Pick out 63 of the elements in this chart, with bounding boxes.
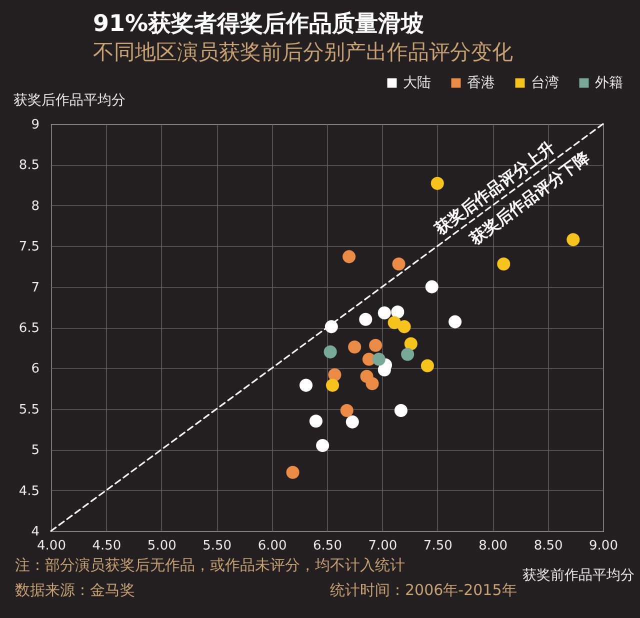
chart-subtitle: 不同地区演员获奖前后分别产出作品评分变化 — [93, 40, 513, 64]
y-tick-label: 8 — [31, 198, 40, 214]
x-tick-label: 6.50 — [313, 538, 342, 554]
point — [448, 315, 462, 328]
legend-label: 外籍 — [595, 75, 623, 91]
text: 统计时间：2006年-2015年 — [330, 581, 517, 599]
text: 注：部分演员获奖后无作品，或作品未评分，均不计入统计 — [15, 556, 405, 574]
point — [366, 377, 379, 390]
y-tick-label: 4 — [31, 524, 40, 540]
y-tick-label: 7.5 — [18, 240, 40, 255]
point — [324, 345, 337, 358]
x-tick-label: 5.00 — [147, 538, 176, 554]
point — [392, 258, 406, 271]
point — [398, 320, 411, 334]
x-tick-label: 7.50 — [423, 538, 452, 554]
x-tick-label: 8.00 — [478, 538, 508, 554]
y-tick-label: 5.5 — [18, 402, 40, 418]
x-tick-label: 4.50 — [92, 538, 122, 554]
y-tick-label: 7 — [31, 280, 40, 296]
y-axis-title: 获奖后作品平均分 — [14, 92, 126, 108]
point — [566, 233, 580, 246]
point — [328, 368, 342, 382]
legend-label: 大陆 — [403, 75, 431, 91]
y-tick-label: 9 — [31, 118, 40, 132]
point — [346, 415, 359, 428]
point — [404, 337, 418, 350]
point — [388, 316, 401, 330]
x-tick-label: 9.00 — [589, 538, 618, 554]
legend-label: 香港 — [467, 75, 495, 91]
y-tick-label: 5 — [31, 443, 40, 458]
chart-title: 91%获奖者得奖后作品质量滑坡 — [93, 11, 424, 37]
point — [316, 439, 330, 452]
x-tick-label: 5.50 — [202, 538, 232, 554]
x-axis-title: 获奖前作品平均分 — [522, 568, 634, 584]
x-tick-label: 6.00 — [258, 538, 287, 554]
y-tick-label: 4.5 — [18, 484, 40, 499]
source-note: 数据来源：金马奖 — [15, 581, 135, 599]
x-tick-label: 4.00 — [37, 538, 66, 554]
point — [430, 176, 444, 190]
x-tick-label: 8.50 — [534, 538, 563, 554]
y-tick-label: 6.5 — [18, 321, 40, 336]
x-tick-label: 7.00 — [368, 538, 398, 554]
point — [391, 306, 404, 319]
point — [326, 378, 340, 392]
legend-label: 台湾 — [531, 75, 559, 91]
point — [372, 352, 386, 366]
point — [324, 320, 338, 334]
point — [286, 466, 300, 479]
point — [300, 378, 313, 392]
point — [401, 348, 414, 361]
point — [342, 250, 356, 264]
point — [394, 404, 408, 418]
point — [497, 258, 510, 271]
point — [359, 312, 372, 326]
point — [348, 340, 362, 354]
point — [378, 306, 391, 320]
point — [420, 359, 434, 372]
point — [340, 404, 354, 418]
point — [369, 338, 382, 352]
y-tick-label: 8.5 — [18, 158, 40, 174]
point — [309, 414, 322, 428]
y-tick-label: 6 — [31, 362, 40, 377]
point — [425, 280, 438, 294]
